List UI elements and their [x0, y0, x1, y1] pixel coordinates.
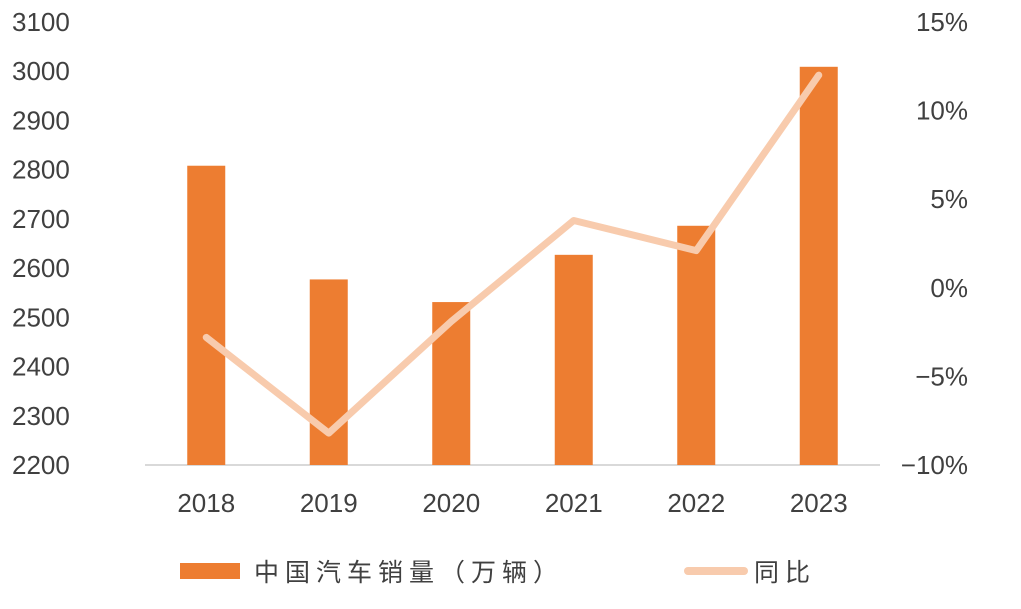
y-tick-label: 2600	[12, 253, 70, 283]
bar-2022	[677, 225, 716, 465]
y2-tick-label: −10%	[901, 450, 968, 480]
y2-tick-label: −5%	[915, 361, 968, 391]
y-tick-label: 2200	[12, 450, 70, 480]
y-tick-label: 2400	[12, 352, 70, 382]
y-tick-label: 2800	[12, 155, 70, 185]
x-tick-label: 2019	[300, 488, 358, 518]
x-tick-label: 2020	[422, 488, 480, 518]
y-tick-label: 2900	[12, 105, 70, 135]
y2-tick-label: 5%	[930, 184, 968, 214]
y-tick-label: 3000	[12, 56, 70, 86]
y-tick-label: 2500	[12, 302, 70, 332]
x-tick-label: 2021	[545, 488, 603, 518]
bar-2019	[309, 279, 348, 465]
x-tick-label: 2023	[790, 488, 848, 518]
legend-label-sales: 中国汽车销量（万辆）	[254, 558, 565, 587]
bar-2021	[554, 254, 593, 465]
y-tick-label: 3100	[12, 7, 70, 37]
bar-2020	[432, 302, 471, 465]
y2-tick-label: 10%	[916, 96, 968, 126]
y2-tick-label: 15%	[916, 7, 968, 37]
legend-swatch-yoy	[684, 567, 749, 575]
y-tick-label: 2700	[12, 204, 70, 234]
x-tick-label: 2018	[177, 488, 235, 518]
x-tick-label: 2022	[667, 488, 725, 518]
bar-2023	[799, 66, 838, 465]
legend: 中国汽车销量（万辆） 同比	[180, 553, 816, 589]
bar-2018	[187, 165, 226, 465]
legend-swatch-sales	[180, 563, 240, 579]
legend-label-yoy: 同比	[754, 558, 817, 587]
y-tick-label: 2300	[12, 401, 70, 431]
y2-tick-label: 0%	[930, 273, 968, 303]
yoy-line	[202, 71, 823, 437]
